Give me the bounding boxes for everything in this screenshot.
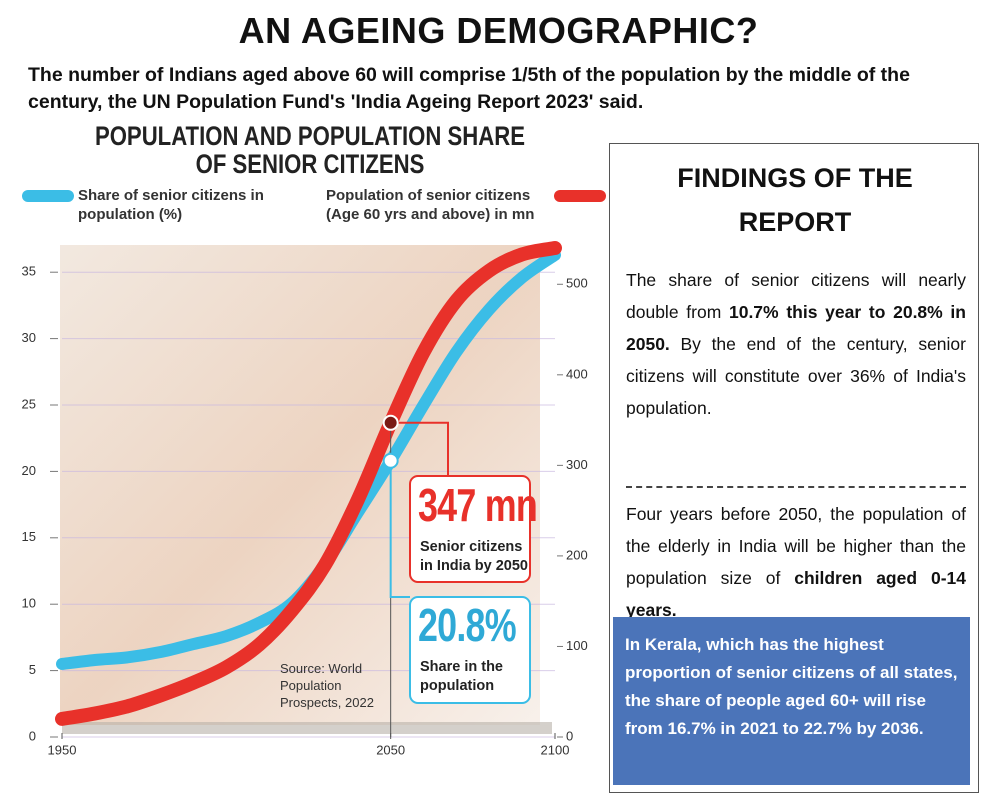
y2-tick-label: 500 bbox=[566, 276, 588, 291]
annotation: 347 mn bbox=[418, 478, 537, 532]
y2-tick-label: 0 bbox=[566, 728, 573, 743]
legend-entry: Population of senior citizens (Age 60 yr… bbox=[326, 186, 546, 224]
x-tick-label: 2050 bbox=[376, 742, 405, 757]
y-tick-label: 10 bbox=[22, 596, 36, 611]
chart-title: POPULATION AND POPULATION SHARE OF SENIO… bbox=[89, 122, 532, 178]
paragraph: The share of senior citizens will nearly… bbox=[626, 264, 966, 424]
y2-tick-label: 400 bbox=[566, 366, 588, 381]
annotation: Senior citizens in India by 2050 bbox=[420, 538, 528, 576]
annotation: Share in the population bbox=[420, 658, 528, 696]
y-tick-label: 0 bbox=[29, 728, 36, 743]
y-tick-label: 25 bbox=[22, 396, 36, 411]
y-tick-label: 5 bbox=[29, 662, 36, 677]
title: AN AGEING DEMOGRAPHIC? bbox=[0, 10, 997, 52]
y-tick-label: 15 bbox=[22, 529, 36, 544]
y-tick-label: 35 bbox=[22, 264, 36, 279]
y2-tick-label: 200 bbox=[566, 547, 588, 562]
text: By the end of the century, senior citize… bbox=[626, 334, 966, 418]
marker bbox=[384, 454, 398, 468]
y2-tick-label: 300 bbox=[566, 457, 588, 472]
x-tick-label: 1950 bbox=[48, 742, 77, 757]
paragraph: Four years before 2050, the population o… bbox=[626, 486, 966, 626]
highlight-box: In Kerala, which has the highest proport… bbox=[613, 617, 970, 785]
subtitle: The number of Indians aged above 60 will… bbox=[28, 62, 978, 116]
source: Source: World Population Prospects, 2022 bbox=[280, 660, 380, 711]
findings-title: FINDINGS OF THE REPORT bbox=[610, 156, 980, 244]
y-tick-label: 30 bbox=[22, 330, 36, 345]
y-tick-label: 20 bbox=[22, 463, 36, 478]
y2-tick-label: 100 bbox=[566, 638, 588, 653]
page: 0 5 10 15 20 25 30 35 0 100 200 300 400 500 1950 2050 21… bbox=[0, 0, 997, 785]
marker bbox=[384, 416, 398, 430]
x-tick-label: 2100 bbox=[541, 742, 570, 757]
annotation: 20.8% bbox=[418, 598, 516, 652]
legend-entry: Share of senior citizens in population (… bbox=[78, 186, 268, 224]
axis-band bbox=[62, 722, 552, 734]
